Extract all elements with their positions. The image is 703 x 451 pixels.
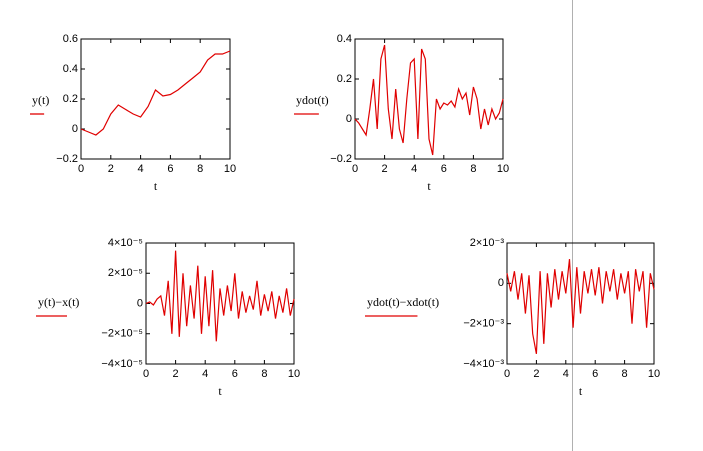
x-tick-label: 10 bbox=[648, 368, 660, 380]
x-tick-label: 4 bbox=[411, 163, 417, 175]
x-tick-label: 0 bbox=[504, 368, 510, 380]
x-tick-label: 8 bbox=[261, 368, 267, 380]
x-axis-label: t bbox=[154, 179, 158, 193]
y-tick-label: 2×10⁻⁵ bbox=[108, 267, 143, 279]
x-tick-label: 10 bbox=[497, 163, 509, 175]
x-tick-label: 4 bbox=[138, 163, 144, 175]
y-axis-label: ydot(t) bbox=[296, 93, 329, 107]
x-tick-label: 8 bbox=[622, 368, 628, 380]
x-tick-label: 2 bbox=[382, 163, 388, 175]
y-tick-label: −0.2 bbox=[330, 153, 352, 165]
x-tick-label: 0 bbox=[352, 163, 358, 175]
x-tick-label: 6 bbox=[592, 368, 598, 380]
x-tick-label: 10 bbox=[224, 163, 236, 175]
y-tick-label: −2×10⁻³ bbox=[463, 318, 504, 330]
y-tick-label: 0 bbox=[72, 123, 78, 135]
x-tick-label: 2 bbox=[173, 368, 179, 380]
y-tick-label: −2×10⁻⁵ bbox=[101, 328, 143, 340]
y-axis-label: y(t) bbox=[32, 93, 49, 107]
y-axis-label: y(t)−x(t) bbox=[38, 295, 79, 309]
y-tick-label: −0.2 bbox=[56, 153, 78, 165]
data-line bbox=[354, 44, 504, 156]
y-tick-label: 0.4 bbox=[337, 33, 352, 45]
x-tick-label: 2 bbox=[533, 368, 539, 380]
x-tick-label: 8 bbox=[470, 163, 476, 175]
x-tick-label: 0 bbox=[78, 163, 84, 175]
y-tick-label: 2×10⁻³ bbox=[470, 237, 505, 249]
y-tick-label: 0 bbox=[498, 277, 504, 289]
y-tick-label: 0.2 bbox=[63, 93, 78, 105]
x-tick-label: 6 bbox=[167, 163, 173, 175]
y-tick-label: −4×10⁻³ bbox=[463, 358, 504, 370]
y-tick-label: 0.4 bbox=[63, 63, 78, 75]
y-tick-label: 0.2 bbox=[337, 73, 352, 85]
data-line bbox=[80, 50, 231, 136]
x-tick-label: 0 bbox=[143, 368, 149, 380]
x-tick-label: 4 bbox=[563, 368, 569, 380]
x-tick-label: 8 bbox=[197, 163, 203, 175]
x-tick-label: 10 bbox=[288, 368, 300, 380]
y-tick-label: 0 bbox=[346, 113, 352, 125]
x-axis-label: t bbox=[427, 179, 431, 193]
y-tick-label: 0.6 bbox=[63, 33, 78, 45]
plot-frame bbox=[506, 242, 655, 365]
y-tick-label: −4×10⁻⁵ bbox=[101, 358, 143, 370]
x-tick-label: 2 bbox=[108, 163, 114, 175]
x-tick-label: 4 bbox=[202, 368, 208, 380]
x-tick-label: 6 bbox=[441, 163, 447, 175]
y-tick-label: 4×10⁻⁵ bbox=[108, 237, 143, 249]
y-tick-label: 0 bbox=[137, 297, 143, 309]
data-line bbox=[506, 259, 655, 355]
data-line bbox=[145, 250, 295, 342]
x-tick-label: 6 bbox=[232, 368, 238, 380]
x-axis-label: t bbox=[579, 384, 583, 398]
y-axis-label: ydot(t)−xdot(t) bbox=[367, 295, 439, 309]
x-axis-label: t bbox=[218, 384, 222, 398]
